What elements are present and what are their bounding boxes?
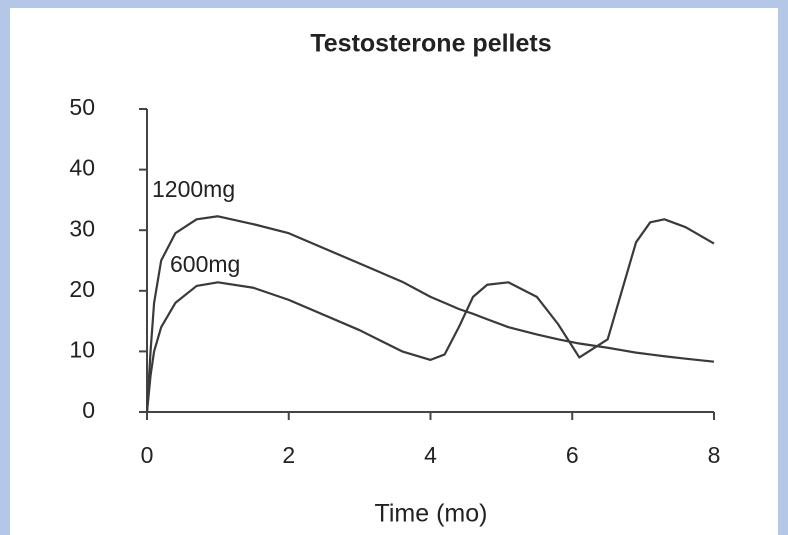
x-tick-label: 4 bbox=[424, 442, 437, 468]
chart-title: Testosterone pellets bbox=[310, 30, 551, 58]
x-tick-label: 2 bbox=[282, 442, 295, 468]
y-tick-label: 50 bbox=[69, 94, 95, 120]
line-series bbox=[145, 215, 715, 413]
y-tick-label: 10 bbox=[69, 336, 95, 362]
line-series bbox=[145, 218, 715, 413]
x-tick-label: 6 bbox=[566, 442, 579, 468]
series-label: 600mg bbox=[170, 251, 240, 277]
y-tick-label: 20 bbox=[69, 276, 95, 302]
y-tick-label: 30 bbox=[69, 215, 95, 241]
y-tick-label: 40 bbox=[69, 155, 95, 181]
x-tick-label: 8 bbox=[708, 442, 721, 468]
x-tick-label: 0 bbox=[141, 442, 154, 468]
series-label: 1200mg bbox=[152, 176, 235, 202]
x-axis-label: Time (mo) bbox=[375, 500, 488, 528]
panel bbox=[10, 8, 778, 535]
y-tick-label: 0 bbox=[82, 397, 95, 423]
